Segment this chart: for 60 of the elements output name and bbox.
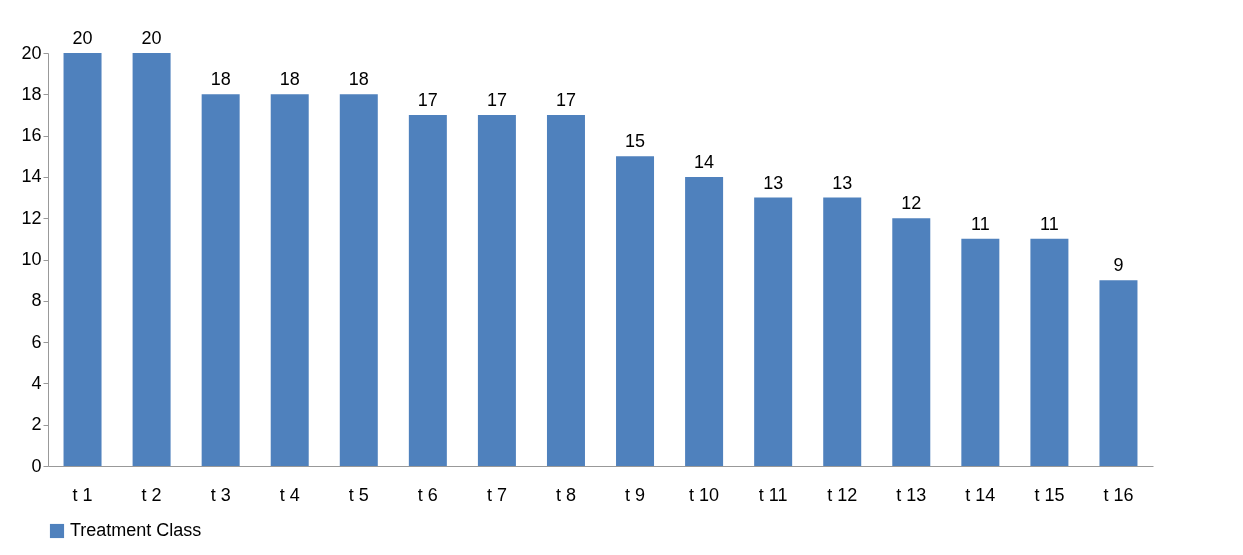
x-tick-label: t 3: [210, 484, 231, 505]
x-tick-label: t 6: [417, 484, 438, 505]
data-label: 18: [210, 69, 231, 90]
y-tick-label: 6: [31, 331, 42, 352]
data-label: 15: [625, 131, 646, 152]
bar: [408, 114, 447, 466]
data-label: 9: [1113, 255, 1124, 276]
data-label: 13: [832, 172, 853, 193]
bar: [892, 218, 931, 466]
data-label: 20: [141, 28, 162, 48]
data-label: 17: [555, 89, 576, 110]
y-tick-label: 0: [31, 455, 42, 476]
x-tick-label: t 11: [758, 484, 788, 505]
x-tick-label: t 13: [896, 484, 927, 505]
x-tick-label: t 16: [1103, 484, 1134, 505]
bar: [1099, 280, 1138, 466]
data-label: 12: [901, 193, 922, 214]
bar: [685, 176, 724, 466]
data-label: 17: [417, 89, 438, 110]
data-label: 13: [763, 172, 784, 193]
bar: [477, 114, 516, 466]
y-tick-label: 2: [31, 414, 42, 435]
x-tick-label: t 5: [348, 484, 369, 505]
bar: [823, 197, 862, 466]
data-label: 18: [348, 69, 369, 90]
y-tick-label: 10: [21, 249, 42, 269]
x-tick-label: t 2: [141, 484, 162, 505]
x-tick-label: t 10: [689, 484, 720, 505]
data-label: 18: [279, 69, 300, 90]
bar: [616, 156, 655, 466]
x-tick-label: t 9: [625, 484, 646, 505]
data-label: 11: [1040, 213, 1059, 234]
data-label: 17: [486, 89, 507, 110]
x-tick-label: t 14: [965, 484, 996, 505]
x-tick-label: t 15: [1034, 484, 1065, 505]
y-tick-label: 12: [21, 207, 42, 228]
y-tick-label: 20: [21, 42, 42, 63]
x-tick-label: t 12: [827, 484, 858, 505]
y-tick-label: 16: [21, 125, 42, 146]
x-tick-label: t 4: [279, 484, 300, 505]
y-tick-label: 18: [21, 83, 42, 104]
data-label: 14: [694, 151, 715, 172]
x-tick-label: t 8: [555, 484, 576, 505]
bar: [754, 197, 793, 466]
y-tick-label: 14: [21, 166, 42, 187]
x-tick-label: t 7: [486, 484, 507, 505]
bar: [1030, 238, 1069, 466]
bar: [270, 94, 309, 466]
bar: [63, 53, 102, 466]
bar: [546, 114, 585, 466]
bar: [132, 53, 171, 466]
y-tick-label: 4: [31, 372, 42, 393]
bar: [339, 94, 378, 466]
data-label: 20: [72, 28, 93, 48]
data-label: 11: [971, 213, 990, 234]
bar: [201, 94, 240, 466]
x-tick-label: t 1: [72, 484, 93, 505]
y-tick-label: 8: [31, 290, 42, 311]
legend-label: Treatment Class: [70, 520, 202, 540]
bar: [961, 238, 1000, 466]
